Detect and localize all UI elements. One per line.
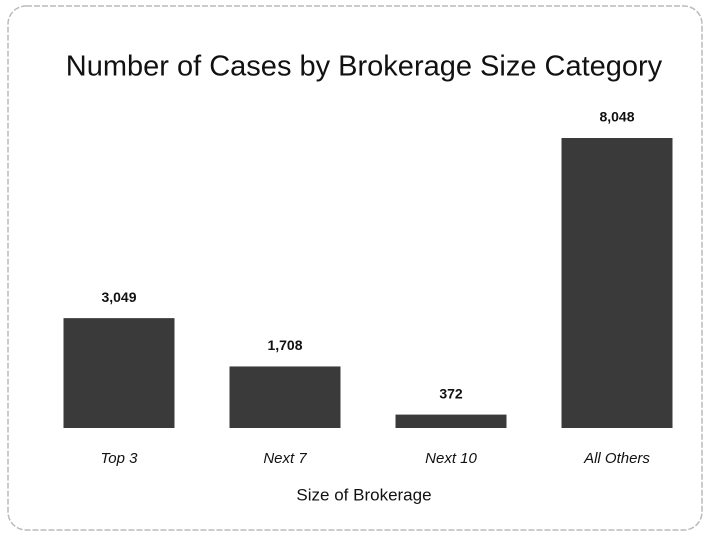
chart-border <box>7 5 703 531</box>
bar <box>395 414 507 428</box>
x-tick-label: Next 10 <box>425 450 477 467</box>
bar <box>229 366 341 428</box>
bar <box>561 138 673 428</box>
data-label: 1,708 <box>267 337 302 353</box>
bar <box>63 318 175 428</box>
data-label: 3,049 <box>101 289 136 305</box>
x-tick-label: Top 3 <box>101 450 139 467</box>
chart-title: Number of Cases by Brokerage Size Catego… <box>66 51 663 83</box>
x-axis-label: Size of Brokerage <box>296 485 431 504</box>
data-label: 8,048 <box>599 109 634 125</box>
x-tick-label: Next 7 <box>263 450 307 467</box>
data-label: 372 <box>439 385 463 401</box>
x-tick-label: All Others <box>583 450 650 467</box>
